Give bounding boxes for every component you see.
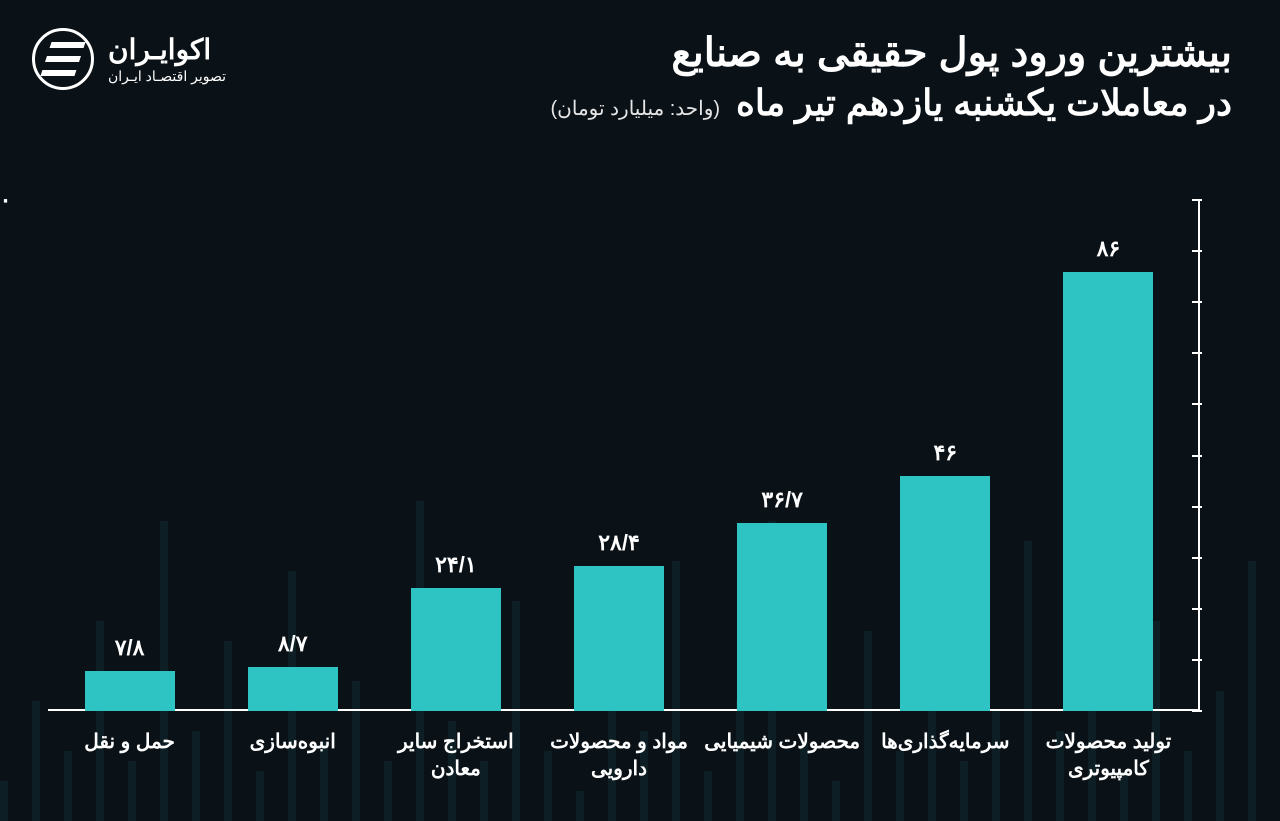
y-tick-label: ۰	[0, 698, 36, 724]
bar-slot: ۲۸/۴مواد و محصولات دارویی	[574, 566, 664, 711]
y-tick-label: ۷۰	[0, 340, 36, 366]
chart-title-line1: بیشترین ورود پول حقیقی به صنایع	[551, 28, 1232, 78]
bar	[574, 566, 664, 711]
subtitle-row: در معاملات یکشنبه یازدهم تیر ماه (واحد: …	[551, 82, 1232, 124]
bar-slot: ۲۴/۱استخراج سایر معادن	[411, 588, 501, 711]
page: بیشترین ورود پول حقیقی به صنایع در معامل…	[0, 0, 1280, 821]
x-category-label: تولید محصولات کامپیوتری	[1028, 729, 1188, 783]
brand-logo-icon	[32, 28, 94, 90]
bar	[411, 588, 501, 711]
x-category-label: سرمایه‌گذاری‌ها	[865, 729, 1025, 756]
brand-name: اکوایـران	[108, 33, 226, 66]
bar	[248, 667, 338, 711]
x-category-label: استخراج سایر معادن	[376, 729, 536, 783]
brand-text: اکوایـران تصویر اقتصـاد ایـران	[108, 33, 226, 85]
bar-value-label: ۲۴/۱	[411, 552, 501, 578]
bar-value-label: ۸/۷	[248, 631, 338, 657]
x-category-label: محصولات شیمیایی	[702, 729, 862, 756]
bar	[900, 476, 990, 711]
bar-value-label: ۸۶	[1063, 236, 1153, 262]
bar-slot: ۳۶/۷محصولات شیمیایی	[737, 523, 827, 711]
bar	[85, 671, 175, 711]
chart-title-line2: در معاملات یکشنبه یازدهم تیر ماه	[736, 82, 1232, 124]
bar-slot: ۸۶تولید محصولات کامپیوتری	[1063, 272, 1153, 711]
x-category-label: انبوه‌سازی	[213, 729, 373, 756]
bar-slot: ۸/۷انبوه‌سازی	[248, 667, 338, 711]
y-tick-label: ۳۰	[0, 545, 36, 571]
bar	[737, 523, 827, 711]
y-tick-label: ۱۰۰	[0, 187, 36, 213]
y-tick-label: ۴۰	[0, 494, 36, 520]
chart-unit: (واحد: میلیارد تومان)	[551, 96, 721, 121]
header: بیشترین ورود پول حقیقی به صنایع در معامل…	[0, 0, 1280, 124]
bar-value-label: ۲۸/۴	[574, 530, 664, 556]
y-tick-label: ۱۰	[0, 647, 36, 673]
bar	[1063, 272, 1153, 711]
brand-tagline: تصویر اقتصـاد ایـران	[108, 68, 226, 85]
title-block: بیشترین ورود پول حقیقی به صنایع در معامل…	[551, 28, 1232, 124]
x-category-label: حمل و نقل	[50, 729, 210, 756]
content: بیشترین ورود پول حقیقی به صنایع در معامل…	[0, 0, 1280, 821]
bar-slot: ۴۶سرمایه‌گذاری‌ها	[900, 476, 990, 711]
x-category-label: مواد و محصولات دارویی	[539, 729, 699, 783]
y-tick-label: ۹۰	[0, 238, 36, 264]
bar-slot: ۷/۸حمل و نقل	[85, 671, 175, 711]
y-tick-label: ۲۰	[0, 596, 36, 622]
bar-value-label: ۷/۸	[85, 635, 175, 661]
bar-chart: ۸۶تولید محصولات کامپیوتری ۴۶سرمایه‌گذاری‌…	[48, 200, 1200, 711]
y-tick-label: ۵۰	[0, 443, 36, 469]
brand: اکوایـران تصویر اقتصـاد ایـران	[32, 28, 226, 90]
bar-value-label: ۴۶	[900, 440, 990, 466]
bar-value-label: ۳۶/۷	[737, 487, 827, 513]
y-tick-label: ۸۰	[0, 289, 36, 315]
plot-area: ۸۶تولید محصولات کامپیوتری ۴۶سرمایه‌گذاری‌…	[48, 200, 1190, 711]
y-tick-label: ۶۰	[0, 391, 36, 417]
